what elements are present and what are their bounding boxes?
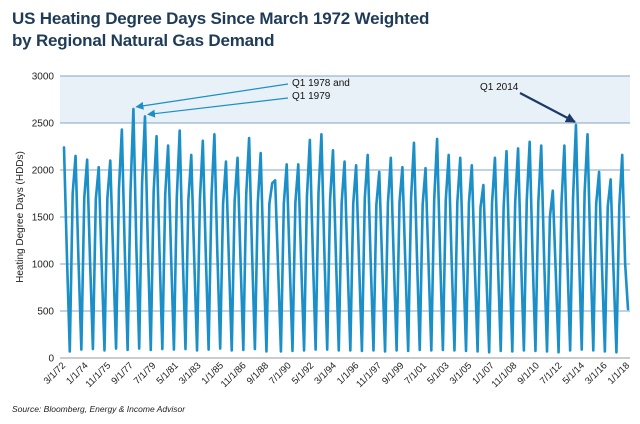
- x-tick-22: 7/1/12: [538, 360, 564, 386]
- x-tick-11: 5/1/92: [290, 360, 316, 386]
- x-tick-6: 3/1/83: [177, 360, 203, 386]
- annotation-label-2014: Q1 2014: [480, 82, 519, 93]
- x-tick-18: 3/1/05: [448, 360, 474, 386]
- x-tick-25: 1/1/18: [606, 360, 632, 386]
- annotation-label-1978-line-0: Q1 1978 and: [292, 78, 350, 89]
- y-axis-ticks: 0 500 1000 1500 2000 2500 3000: [32, 72, 55, 365]
- y-tick-3000: 3000: [32, 72, 55, 83]
- x-tick-12: 3/1/94: [312, 360, 338, 386]
- x-tick-14: 11/1/97: [354, 360, 384, 390]
- y-tick-1000: 1000: [32, 260, 55, 271]
- x-tick-9: 9/1/88: [245, 360, 271, 386]
- y-tick-0: 0: [48, 354, 54, 365]
- x-tick-4: 7/1/79: [132, 360, 158, 386]
- x-tick-20: 11/1/08: [490, 360, 520, 390]
- chart-title: US Heating Degree Days Since March 1972 …: [12, 8, 572, 52]
- x-tick-0: 3/1/72: [42, 360, 68, 386]
- annotation-arrow-q1-1979: [146, 97, 289, 118]
- y-tick-1500: 1500: [32, 213, 55, 224]
- x-tick-23: 5/1/14: [561, 360, 587, 386]
- x-tick-17: 5/1/03: [425, 360, 451, 386]
- chart-title-line-2: by Regional Natural Gas Demand: [12, 31, 275, 50]
- x-tick-10: 7/1/90: [267, 360, 293, 386]
- x-axis-ticks: 3/1/721/1/7411/1/759/1/777/1/795/1/813/1…: [42, 360, 632, 390]
- source-note: Source: Bloomberg, Energy & Income Advis…: [12, 404, 186, 414]
- hdd-series-line: [62, 107, 630, 354]
- y-tick-2500: 2500: [32, 119, 55, 130]
- x-tick-16: 7/1/01: [403, 360, 429, 386]
- chart-title-line-1: US Heating Degree Days Since March 1972 …: [12, 9, 430, 28]
- x-tick-21: 9/1/10: [515, 360, 541, 386]
- annotation-arrow-q1-2014: [519, 92, 576, 123]
- x-tick-8: 11/1/86: [219, 360, 249, 390]
- series-layer: [62, 107, 630, 354]
- x-tick-5: 5/1/81: [154, 360, 180, 386]
- x-tick-24: 3/1/16: [583, 360, 609, 386]
- y-axis-label: Heating Degree Days (HDDs): [15, 151, 26, 283]
- y-tick-500: 500: [37, 307, 54, 318]
- x-tick-15: 9/1/99: [380, 360, 406, 386]
- x-tick-3: 9/1/77: [109, 360, 135, 386]
- x-tick-2: 11/1/75: [84, 360, 114, 390]
- y-tick-2000: 2000: [32, 166, 55, 177]
- annotation-arrow-q1-1978: [135, 83, 289, 110]
- annotations-layer: Q1 1978 and Q1 1979 Q1 2014: [135, 78, 576, 123]
- annotation-label-1978-line-1: Q1 1979: [292, 91, 331, 102]
